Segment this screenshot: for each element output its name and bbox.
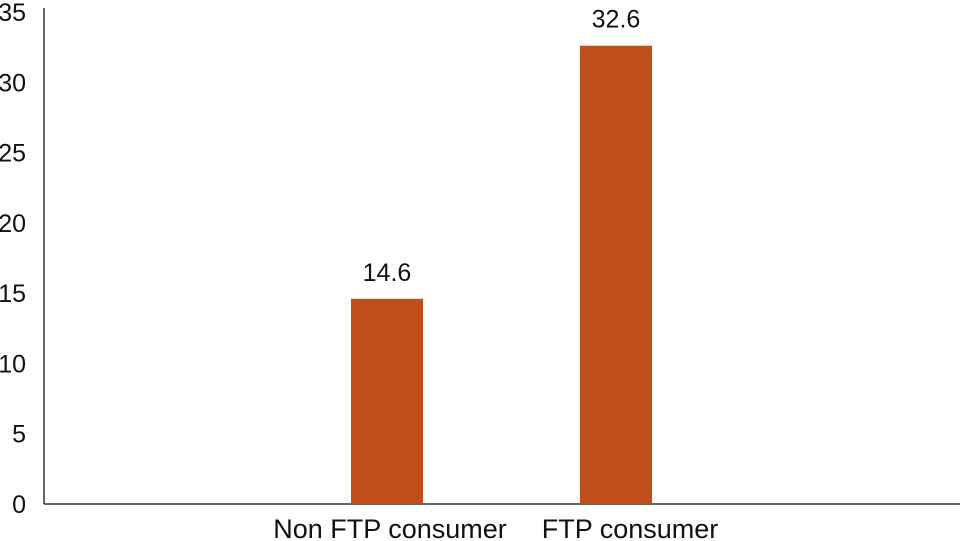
y-tick-label: 10 [0,350,26,378]
bar [580,45,652,504]
bars-group [351,45,652,504]
y-tick-label: 20 [0,210,26,238]
x-category-label: FTP consumer [542,514,719,541]
bar-value-label: 14.6 [363,259,412,287]
data-labels-group: 14.6 32.6 [363,6,641,287]
y-axis-ticks: 0 5 10 15 20 25 30 35 [0,0,26,519]
y-tick-label: 35 [0,0,26,27]
bar [351,298,423,504]
y-tick-label: 25 [0,140,26,168]
bar-value-label: 32.6 [592,6,641,34]
y-tick-label: 30 [0,69,26,97]
x-category-label: Non FTP consumer [273,514,507,541]
y-tick-label: 5 [12,421,26,449]
y-tick-label: 0 [12,491,26,519]
category-labels-group: Non FTP consumer FTP consumer [273,514,718,541]
y-tick-label: 15 [0,280,26,308]
